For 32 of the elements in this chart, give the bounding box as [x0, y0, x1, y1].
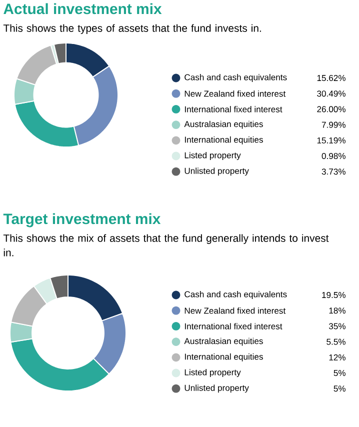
legend-label: Cash and cash equivalents	[184, 74, 287, 82]
data-label: 30.49%	[317, 90, 346, 97]
legend-label: Cash and cash equivalents	[184, 291, 287, 299]
data-label: 3.73%	[322, 168, 346, 175]
chart-title: Target investment mix	[3, 213, 161, 228]
data-label: 15.62%	[317, 74, 346, 82]
data-label: 7.99%	[322, 122, 346, 128]
data-label: 0.98%	[322, 152, 346, 160]
legend-label: Listed property	[184, 369, 241, 377]
legend-label: International fixed interest	[185, 106, 282, 112]
legend-label: International fixed interest	[185, 323, 282, 330]
legend-label: International equities	[185, 353, 263, 362]
data-label: 19.5%	[322, 292, 346, 298]
data-label: 15.19%	[317, 137, 346, 144]
data-label: 18%	[329, 308, 346, 314]
legend-label: New Zealand fixed interest	[184, 307, 286, 314]
chart-subtitle: This shows the types of assets that the fund invests in.	[3, 24, 261, 34]
data-label: 5%	[334, 386, 346, 392]
data-label: 12%	[329, 354, 346, 360]
data-label: 35%	[328, 323, 346, 330]
legend-label: International equities	[185, 136, 263, 144]
data-label: 5%	[334, 370, 346, 376]
legend-label: Unlisted property	[184, 384, 249, 393]
legend-label: Listed property	[184, 152, 241, 160]
chart-subtitle: This shows the mix of assets that the fund generally intends to invest in.	[3, 234, 329, 256]
legend-label: Australasian equities	[184, 120, 263, 129]
legend-label: Australasian equities	[184, 338, 263, 346]
data-label: 26.00%	[317, 106, 346, 112]
legend-label: New Zealand fixed interest	[184, 90, 286, 97]
legend-label: Unlisted property	[184, 168, 249, 176]
data-label: 5.5%	[326, 338, 346, 345]
chart-title: Actual investment mix	[4, 3, 162, 14]
